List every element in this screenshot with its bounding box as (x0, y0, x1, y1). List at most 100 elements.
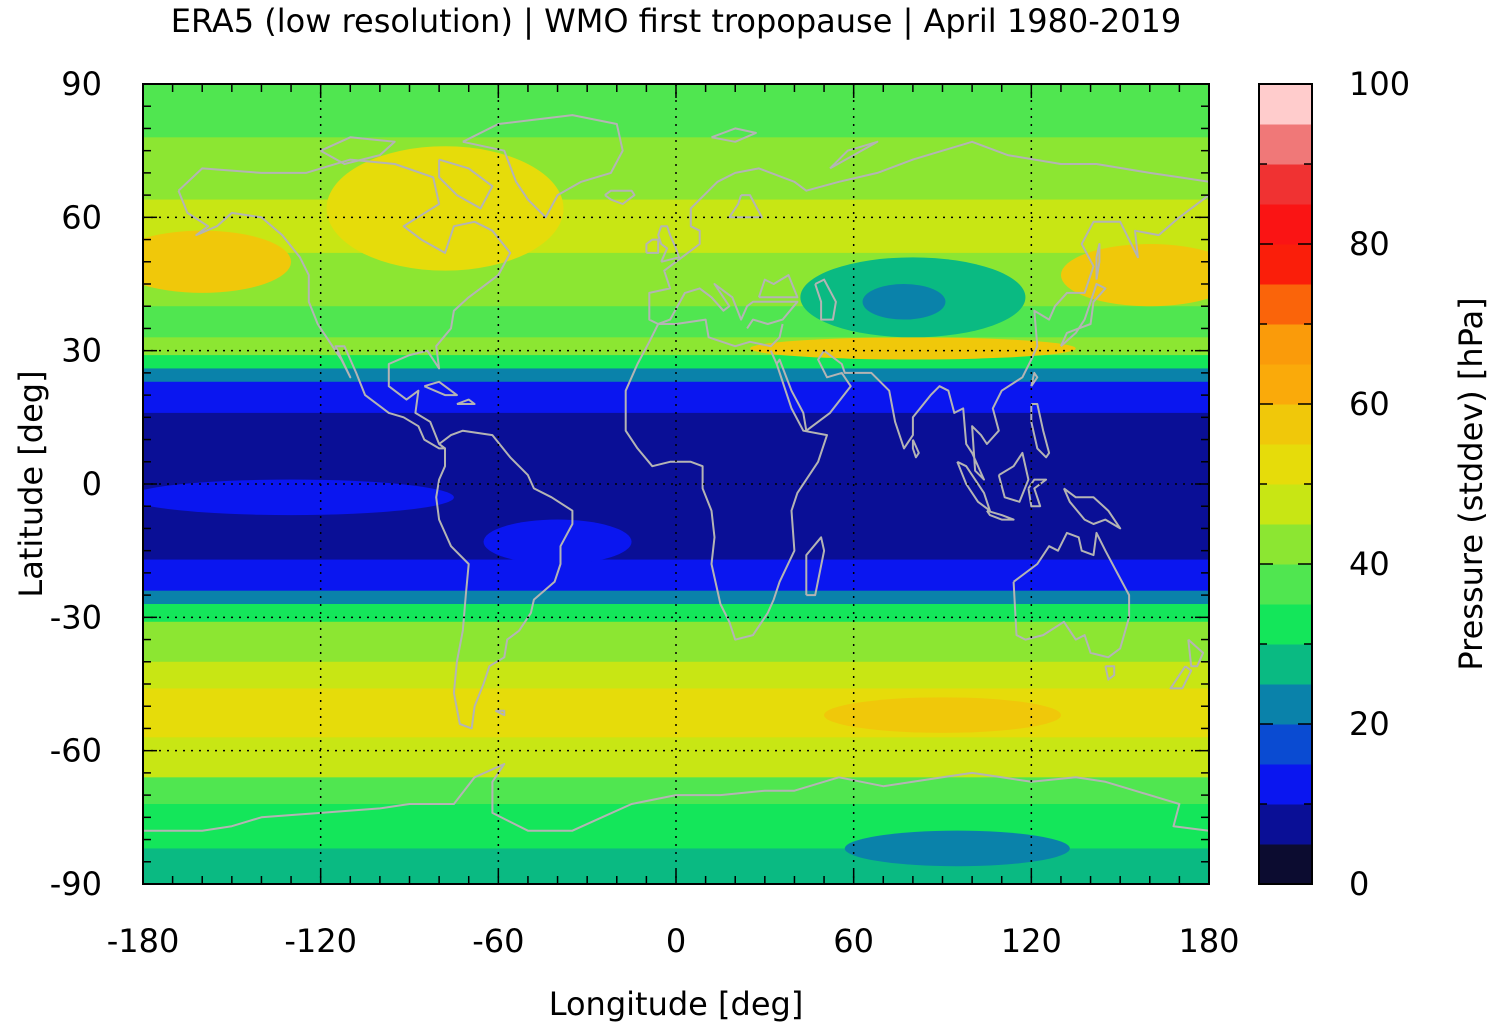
coast-java (986, 509, 1015, 521)
coast-arctic-islands (320, 136, 396, 165)
coast-baffin (438, 158, 494, 210)
colorbar-swatch (1259, 204, 1312, 245)
coast-greenland (462, 114, 624, 219)
colorbar-ticks (1259, 83, 1312, 885)
y-tick-label: -30 (50, 598, 102, 636)
coast-sakhalin (1095, 243, 1101, 280)
south-america-low (483, 519, 632, 564)
coast-australia (1012, 531, 1131, 659)
colorbar-tick-label: 40 (1349, 545, 1390, 583)
y-axis-label: Latitude [deg] (12, 370, 50, 597)
colorbar-tick-label: 100 (1349, 65, 1410, 103)
colorbar-swatch (1259, 244, 1312, 285)
colorbar-swatch (1259, 684, 1312, 725)
coast-new-guinea (1062, 487, 1122, 530)
colorbar-swatch (1259, 844, 1312, 885)
y-tick-label: 60 (61, 198, 102, 236)
colorbar-swatch (1259, 484, 1312, 525)
colorbar-swatch (1259, 524, 1312, 565)
asia-core (862, 284, 946, 320)
pacific-narrow-tropics (143, 479, 454, 516)
grid-lines (143, 84, 1209, 884)
x-tick-label: 60 (833, 922, 874, 960)
axis-ticks (142, 83, 1210, 885)
coast-japan (1059, 283, 1107, 347)
colorbar-tick-label: 20 (1349, 705, 1390, 743)
antarctic-low (844, 830, 1070, 867)
coast-philippines (1030, 403, 1051, 459)
x-tick-label: 180 (1178, 922, 1239, 960)
colorbar-swatch (1259, 444, 1312, 485)
north-america-high (326, 146, 564, 271)
colorbar-swatch (1259, 604, 1312, 645)
colorbar (1259, 84, 1312, 885)
y-tick-label: -90 (50, 865, 102, 903)
coast-taiwan (1030, 371, 1039, 387)
y-tick-label: 30 (61, 332, 102, 370)
colorbar-swatch (1259, 404, 1312, 445)
colorbar-swatch (1259, 324, 1312, 365)
coast-svalbard (711, 127, 757, 143)
coast-new-zealand (1187, 638, 1205, 668)
coast-africa-eurasia (624, 140, 1209, 641)
x-tick-label: -60 (472, 922, 524, 960)
coast-new-zealand-south (1169, 665, 1193, 690)
x-axis-label: Longitude [deg] (549, 985, 804, 1023)
coast-north-america (177, 158, 512, 450)
colorbar-tick-label: 60 (1349, 385, 1390, 423)
colorbar-swatch (1259, 364, 1312, 405)
colorbar-swatch (1259, 724, 1312, 765)
colorbar-swatch (1259, 84, 1312, 125)
colorbar-swatch (1259, 804, 1312, 845)
coast-sulawesi (1027, 478, 1048, 508)
coast-hispaniola (456, 398, 476, 405)
colorbar-tick-label: 0 (1349, 865, 1369, 903)
y-tick-label: 0 (82, 465, 102, 503)
colorbar-label: Pressure (stddev) [hPa] (1452, 297, 1490, 670)
coast-mediterranean-north (657, 283, 799, 329)
band-13 (143, 621, 1209, 663)
colorbar-swatch (1259, 124, 1312, 165)
colorbar-swatch (1259, 284, 1312, 325)
coast-madagascar (805, 536, 826, 597)
coast-cuba (423, 380, 458, 397)
coast-sri-lanka (911, 439, 920, 459)
coast-ireland (645, 238, 660, 254)
x-tick-label: -180 (107, 922, 180, 960)
y-tick-labels: 90 60 30 0 -30 -60 -90 (50, 65, 102, 903)
coast-iceland (604, 189, 636, 205)
coast-south-america (435, 429, 574, 730)
coast-tasmania (1104, 665, 1116, 681)
colorbar-swatch (1259, 764, 1312, 805)
south-indian-high (824, 697, 1061, 733)
coast-mediterranean-south (658, 318, 784, 348)
colorbar-swatch (1259, 644, 1312, 685)
coastlines (143, 114, 1209, 832)
coast-uk (657, 225, 680, 263)
coast-scandinavia-gulf (728, 194, 763, 219)
x-tick-label: 0 (666, 922, 686, 960)
colorbar-swatch (1259, 164, 1312, 205)
x-tick-labels: -180 -120 -60 0 60 120 180 (107, 922, 1240, 960)
north-pacific-high (143, 230, 292, 293)
x-tick-label: -120 (284, 922, 357, 960)
x-tick-label: 120 (1001, 922, 1062, 960)
y-tick-label: 90 (61, 65, 102, 103)
south-asia-jet (750, 337, 1076, 360)
coast-black-sea (757, 274, 799, 299)
coast-black-caspian (814, 278, 837, 321)
coast-novaya-zemlya (829, 140, 879, 170)
band-7 (143, 368, 1209, 383)
coast-falklands (494, 709, 506, 717)
coast-borneo (997, 451, 1030, 503)
colorbar-tick-label: 80 (1349, 225, 1390, 263)
north-pacific-high-east (1060, 244, 1209, 307)
coast-antarctica (143, 763, 1209, 832)
band-1 (143, 137, 1209, 201)
coast-red-sea-coast (769, 350, 778, 365)
colorbar-swatch (1259, 564, 1312, 605)
chart-title: ERA5 (low resolution) | WMO first tropop… (171, 2, 1182, 40)
colorbar-tick-labels: 0 20 40 60 80 100 (1349, 65, 1410, 903)
y-tick-label: -60 (50, 732, 102, 770)
